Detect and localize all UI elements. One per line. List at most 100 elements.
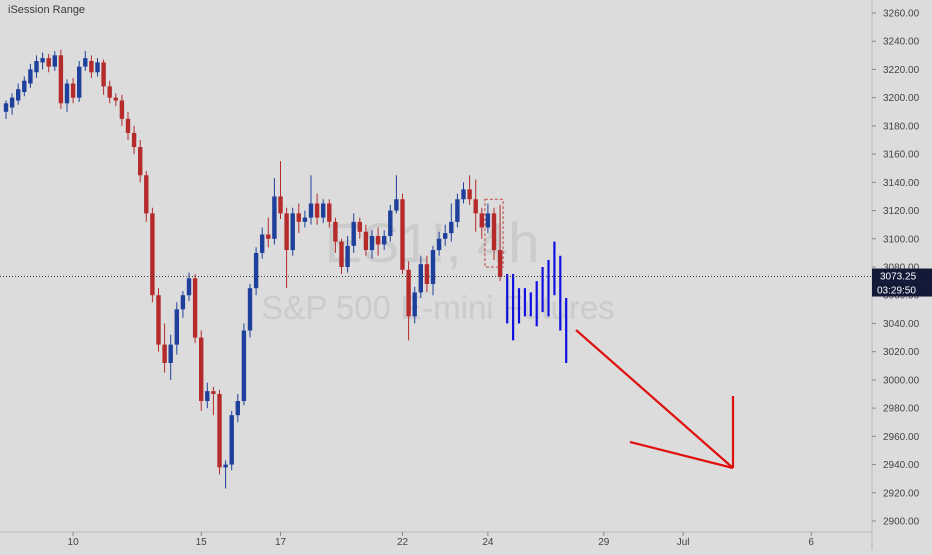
candle-body	[418, 264, 423, 293]
price-tick-label: 3100.00	[883, 234, 920, 245]
candle-body	[3, 103, 9, 112]
candle-body	[174, 309, 179, 345]
candle	[412, 286, 417, 324]
candle	[247, 283, 253, 338]
candle-body	[95, 62, 100, 73]
candle-body	[424, 264, 430, 284]
watermark-name: S&P 500 E-mini Futures	[261, 289, 614, 326]
candle	[278, 161, 283, 220]
price-tick-label: 3260.00	[883, 9, 920, 20]
candle-body	[266, 234, 271, 239]
candle-body	[394, 199, 399, 211]
candle	[382, 230, 387, 251]
candle-body	[357, 221, 362, 232]
candle	[491, 207, 497, 260]
candle	[211, 386, 216, 416]
candle-body	[235, 401, 240, 416]
candle-body	[229, 415, 234, 465]
price-tick-label: 3160.00	[883, 150, 920, 161]
candle	[40, 52, 45, 70]
candle	[424, 255, 430, 293]
candle	[205, 382, 210, 409]
candle	[3, 100, 9, 119]
candle	[83, 51, 88, 71]
time-tick-label: 22	[397, 537, 409, 548]
watermark: ES1!, 4h S&P 500 E-mini Futures	[261, 211, 614, 326]
candle	[22, 76, 27, 97]
candle-body	[479, 213, 484, 228]
price-tick-label: 3000.00	[883, 375, 920, 386]
time-tick-label: 29	[598, 537, 610, 548]
candle	[375, 227, 381, 256]
price-tick-label: 3120.00	[883, 206, 920, 217]
candle-body	[260, 234, 265, 253]
candle	[46, 53, 51, 73]
candle-body	[345, 245, 350, 267]
candle	[95, 58, 100, 77]
candle	[388, 204, 393, 242]
candle-body	[22, 80, 27, 93]
candle-body	[192, 278, 198, 338]
candle	[77, 60, 82, 102]
candle	[192, 274, 198, 344]
candle	[58, 49, 64, 109]
price-tick-label: 3140.00	[883, 178, 920, 189]
candle	[70, 77, 76, 104]
indicator-label[interactable]: iSession Range	[8, 4, 86, 16]
candle	[253, 247, 259, 296]
candle-body	[107, 86, 112, 98]
candle-body	[52, 55, 57, 67]
candle	[321, 199, 326, 224]
candle	[284, 207, 289, 289]
candle	[125, 111, 131, 140]
candle	[272, 178, 277, 245]
candle	[180, 290, 186, 318]
candle	[260, 227, 265, 259]
candle	[9, 93, 15, 115]
candle	[436, 231, 442, 256]
candle	[113, 93, 118, 107]
candle-body	[34, 60, 39, 73]
candle-body	[28, 69, 33, 84]
candle	[497, 204, 503, 282]
candle	[156, 288, 161, 352]
candle-body	[223, 464, 228, 468]
candle	[479, 207, 484, 239]
candle	[119, 94, 125, 126]
session-range-box	[484, 198, 504, 268]
candle-body	[253, 252, 259, 289]
candle	[229, 410, 234, 471]
candle-body	[241, 330, 247, 402]
candle-body	[16, 89, 21, 101]
price-tick-label: 2980.00	[883, 404, 920, 415]
candle	[199, 330, 204, 411]
candle-body	[400, 199, 405, 270]
candle	[345, 235, 350, 273]
candle-body	[302, 217, 308, 222]
candle-body	[363, 231, 369, 251]
candle	[138, 140, 143, 183]
candle-body	[473, 199, 478, 214]
price-tick-label: 3020.00	[883, 347, 920, 358]
candle-body	[217, 394, 222, 468]
candle	[16, 83, 21, 105]
price-tick-label: 3180.00	[883, 121, 920, 132]
countdown-badge	[872, 282, 932, 297]
candle-body	[46, 58, 51, 67]
candle	[430, 245, 436, 296]
candle-body	[186, 278, 192, 296]
current-price-label: 3073.25	[880, 272, 917, 283]
candle	[400, 193, 405, 275]
candle-body	[382, 235, 387, 245]
candle	[467, 175, 472, 205]
price-tick-label: 3220.00	[883, 65, 920, 76]
candle	[89, 55, 94, 78]
candle-body	[284, 213, 289, 251]
candle-body	[308, 203, 314, 218]
candle	[369, 230, 375, 259]
price-tick-label: 3200.00	[883, 93, 920, 104]
